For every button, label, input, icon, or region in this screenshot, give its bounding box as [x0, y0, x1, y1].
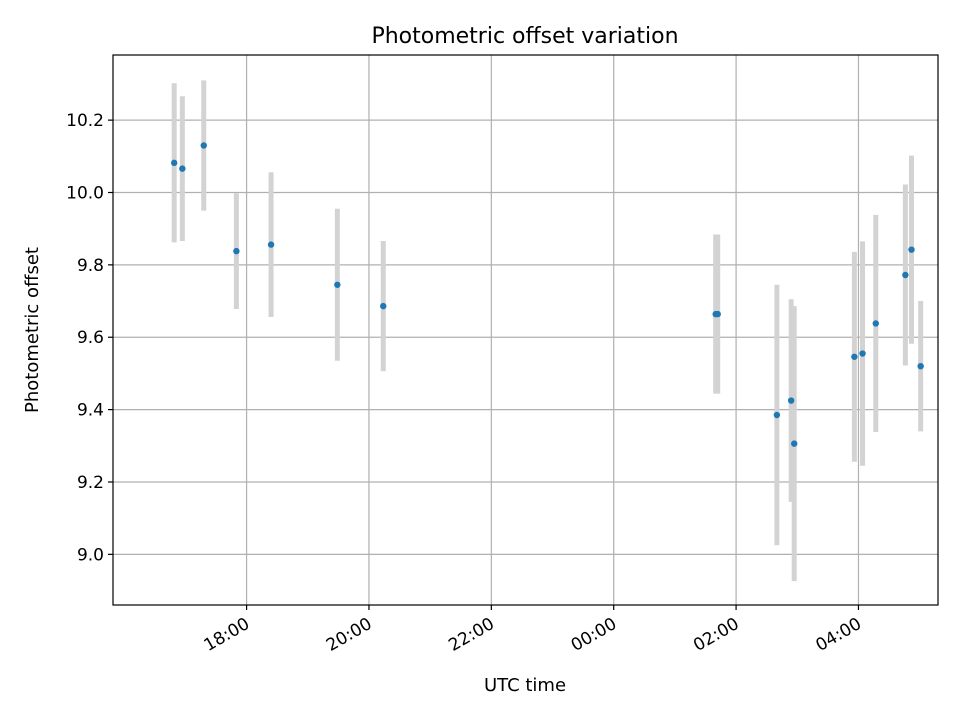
data-point [902, 271, 909, 279]
data-point [233, 247, 240, 255]
y-axis-label: Photometric offset [22, 247, 43, 413]
data-point [787, 397, 795, 404]
plot-frame [112, 54, 939, 606]
data-point [334, 281, 341, 288]
y-tick-label: 10.0 [66, 184, 104, 204]
data-points [170, 142, 924, 447]
data-point [791, 440, 798, 447]
grid [113, 55, 938, 605]
data-point [200, 142, 207, 149]
data-point [872, 320, 879, 327]
data-point [179, 165, 186, 172]
data-point [851, 353, 858, 360]
chart-title: Photometric offset variation [371, 24, 678, 49]
data-point [714, 310, 721, 318]
data-point [267, 241, 275, 248]
data-point [380, 302, 387, 310]
y-tick-label: 9.6 [77, 328, 104, 348]
data-point [773, 411, 781, 419]
y-tick-label: 9.4 [77, 401, 104, 421]
data-point [917, 362, 924, 370]
y-tick-label: 10.2 [66, 111, 104, 131]
data-point [908, 246, 915, 253]
data-point [859, 350, 866, 357]
x-axis-label: UTC time [484, 675, 566, 696]
data-point [170, 159, 178, 167]
y-tick-label: 9.0 [77, 545, 104, 565]
y-tick-label: 9.2 [77, 473, 104, 493]
y-tick-label: 9.8 [77, 256, 104, 276]
y-axis-ticks: 9.0 9.2 9.4 9.6 9.8 10.0 10.2 [66, 111, 113, 565]
